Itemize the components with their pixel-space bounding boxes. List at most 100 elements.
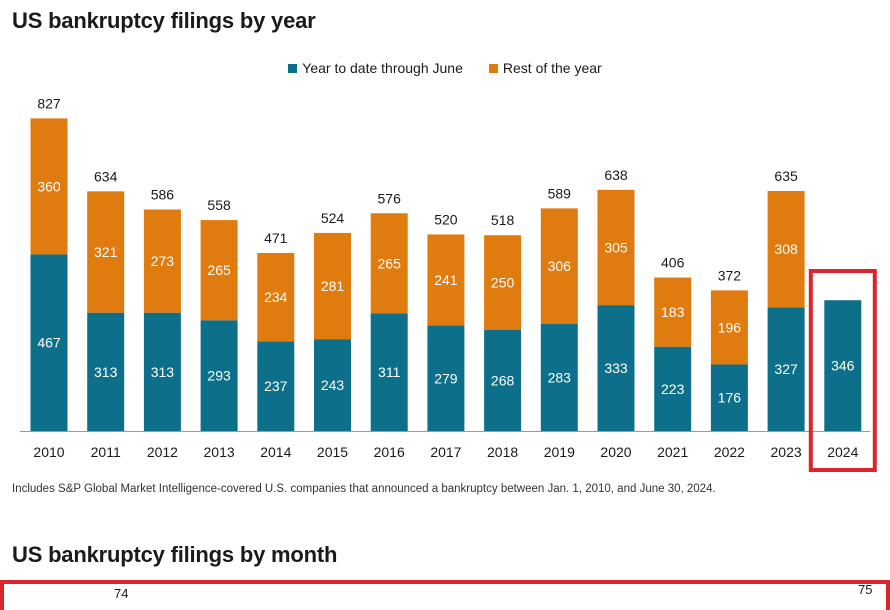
legend-label-rest: Rest of the year	[502, 60, 602, 76]
data-label-total-2023: 635	[774, 168, 798, 184]
highlight-box-2024	[808, 269, 877, 472]
data-label-ytd-2018: 268	[491, 372, 515, 388]
data-label-rest-2016: 265	[378, 255, 402, 271]
bar-rest-2017	[427, 234, 465, 326]
bar-rest-2022	[710, 290, 748, 365]
month-data-label-last: 75	[858, 582, 873, 597]
data-label-rest-2010: 360	[37, 178, 61, 194]
x-tick-label-2010: 2010	[33, 444, 64, 460]
data-label-ytd-2012: 313	[151, 364, 175, 380]
bar-ytd-2011	[87, 312, 125, 431]
data-label-total-2010: 827	[37, 95, 61, 111]
data-label-ytd-2017: 279	[434, 370, 458, 386]
data-label-ytd-2019: 283	[548, 370, 572, 386]
data-label-total-2011: 634	[94, 168, 118, 184]
data-label-total-2019: 589	[548, 185, 572, 201]
data-label-total-2020: 638	[604, 167, 628, 183]
x-tick-label-2015: 2015	[317, 444, 348, 460]
data-label-ytd-2021: 223	[661, 381, 685, 397]
x-tick-label-2012: 2012	[147, 444, 178, 460]
data-label-rest-2014: 234	[264, 289, 288, 305]
data-label-rest-2023: 308	[774, 241, 798, 257]
month-chart-highlight-box: 74 75	[0, 580, 890, 610]
bar-rest-2011	[87, 191, 125, 313]
bar-rest-2010	[30, 118, 68, 255]
legend: Year to date through June Rest of the ye…	[0, 60, 890, 76]
x-tick-label-2018: 2018	[487, 444, 518, 460]
data-label-total-2017: 520	[434, 211, 458, 227]
month-data-label-first: 74	[114, 586, 129, 601]
bar-ytd-2017	[427, 325, 465, 431]
legend-item-ytd: Year to date through June	[288, 60, 463, 76]
data-label-ytd-2011: 313	[94, 364, 118, 380]
data-label-total-2022: 372	[718, 267, 742, 283]
data-label-rest-2020: 305	[604, 239, 628, 255]
data-label-ytd-2014: 237	[264, 378, 288, 394]
bar-ytd-2010	[30, 254, 68, 431]
bar-ytd-2012	[143, 312, 181, 431]
data-label-total-2014: 471	[264, 230, 288, 246]
data-label-rest-2011: 321	[94, 244, 118, 260]
bar-ytd-2024	[824, 300, 862, 431]
x-tick-label-2020: 2020	[600, 444, 631, 460]
x-tick-label-2023: 2023	[771, 444, 802, 460]
data-label-rest-2021: 183	[661, 304, 685, 320]
data-label-total-2015: 524	[321, 210, 345, 226]
bar-ytd-2021	[654, 346, 692, 431]
data-label-total-2012: 586	[151, 186, 175, 202]
x-tick-label-2019: 2019	[544, 444, 575, 460]
bar-ytd-2020	[597, 305, 635, 431]
data-label-rest-2015: 281	[321, 278, 345, 294]
data-label-ytd-2015: 243	[321, 377, 345, 393]
data-label-ytd-2023: 327	[774, 361, 798, 377]
bar-rest-2021	[654, 277, 692, 347]
x-tick-label-2021: 2021	[657, 444, 688, 460]
x-tick-label-2024: 2024	[827, 444, 858, 460]
data-label-ytd-2013: 293	[207, 368, 231, 384]
bar-ytd-2016	[370, 313, 408, 431]
x-tick-label-2022: 2022	[714, 444, 745, 460]
data-label-rest-2019: 306	[548, 258, 572, 274]
data-label-rest-2012: 273	[151, 253, 175, 269]
chart-title: US bankruptcy filings by year	[12, 8, 316, 33]
bar-ytd-2023	[767, 307, 805, 431]
bar-rest-2012	[143, 209, 181, 313]
data-label-total-2013: 558	[207, 197, 231, 213]
data-label-total-2021: 406	[661, 255, 685, 271]
legend-item-rest: Rest of the year	[488, 60, 602, 76]
x-tick-label-2011: 2011	[91, 444, 121, 460]
bar-rest-2013	[200, 220, 238, 321]
x-tick-label-2016: 2016	[374, 444, 405, 460]
data-label-rest-2013: 265	[207, 262, 231, 278]
bar-rest-2023	[767, 190, 805, 308]
bar-ytd-2015	[314, 339, 351, 431]
data-label-ytd-2016: 311	[378, 364, 401, 380]
bar-rest-2019	[540, 208, 578, 325]
bar-chart: 467 360 827 2010 313 321 634 2011 313 273 586 2012 2…	[20, 95, 877, 472]
x-tick-label-2014: 2014	[260, 444, 291, 460]
data-label-ytd-2024: 346	[831, 358, 855, 374]
legend-label-ytd: Year to date through June	[302, 60, 463, 76]
data-label-total-2016: 576	[378, 190, 402, 206]
x-tick-label-2017: 2017	[430, 444, 461, 460]
data-label-rest-2018: 250	[491, 274, 515, 290]
bar-rest-2015	[314, 232, 351, 340]
data-label-ytd-2010: 467	[37, 335, 61, 351]
bar-ytd-2014	[257, 341, 295, 431]
data-label-rest-2017: 241	[434, 272, 458, 288]
legend-swatch-ytd	[288, 63, 298, 73]
bar-rest-2014	[257, 252, 295, 342]
data-label-rest-2022: 196	[718, 319, 742, 335]
data-label-total-2018: 518	[491, 212, 515, 228]
bar-ytd-2018	[484, 329, 522, 431]
bar-rest-2018	[484, 235, 522, 330]
bar-ytd-2022	[710, 364, 748, 431]
bar-ytd-2013	[200, 320, 238, 431]
bar-ytd-2019	[540, 324, 578, 431]
month-chart-title: US bankruptcy filings by month	[12, 542, 338, 567]
x-tick-label-2013: 2013	[204, 444, 235, 460]
bar-rest-2016	[370, 213, 408, 314]
legend-swatch-rest	[488, 63, 498, 73]
bar-rest-2020	[597, 189, 635, 306]
data-label-ytd-2020: 333	[604, 360, 628, 376]
